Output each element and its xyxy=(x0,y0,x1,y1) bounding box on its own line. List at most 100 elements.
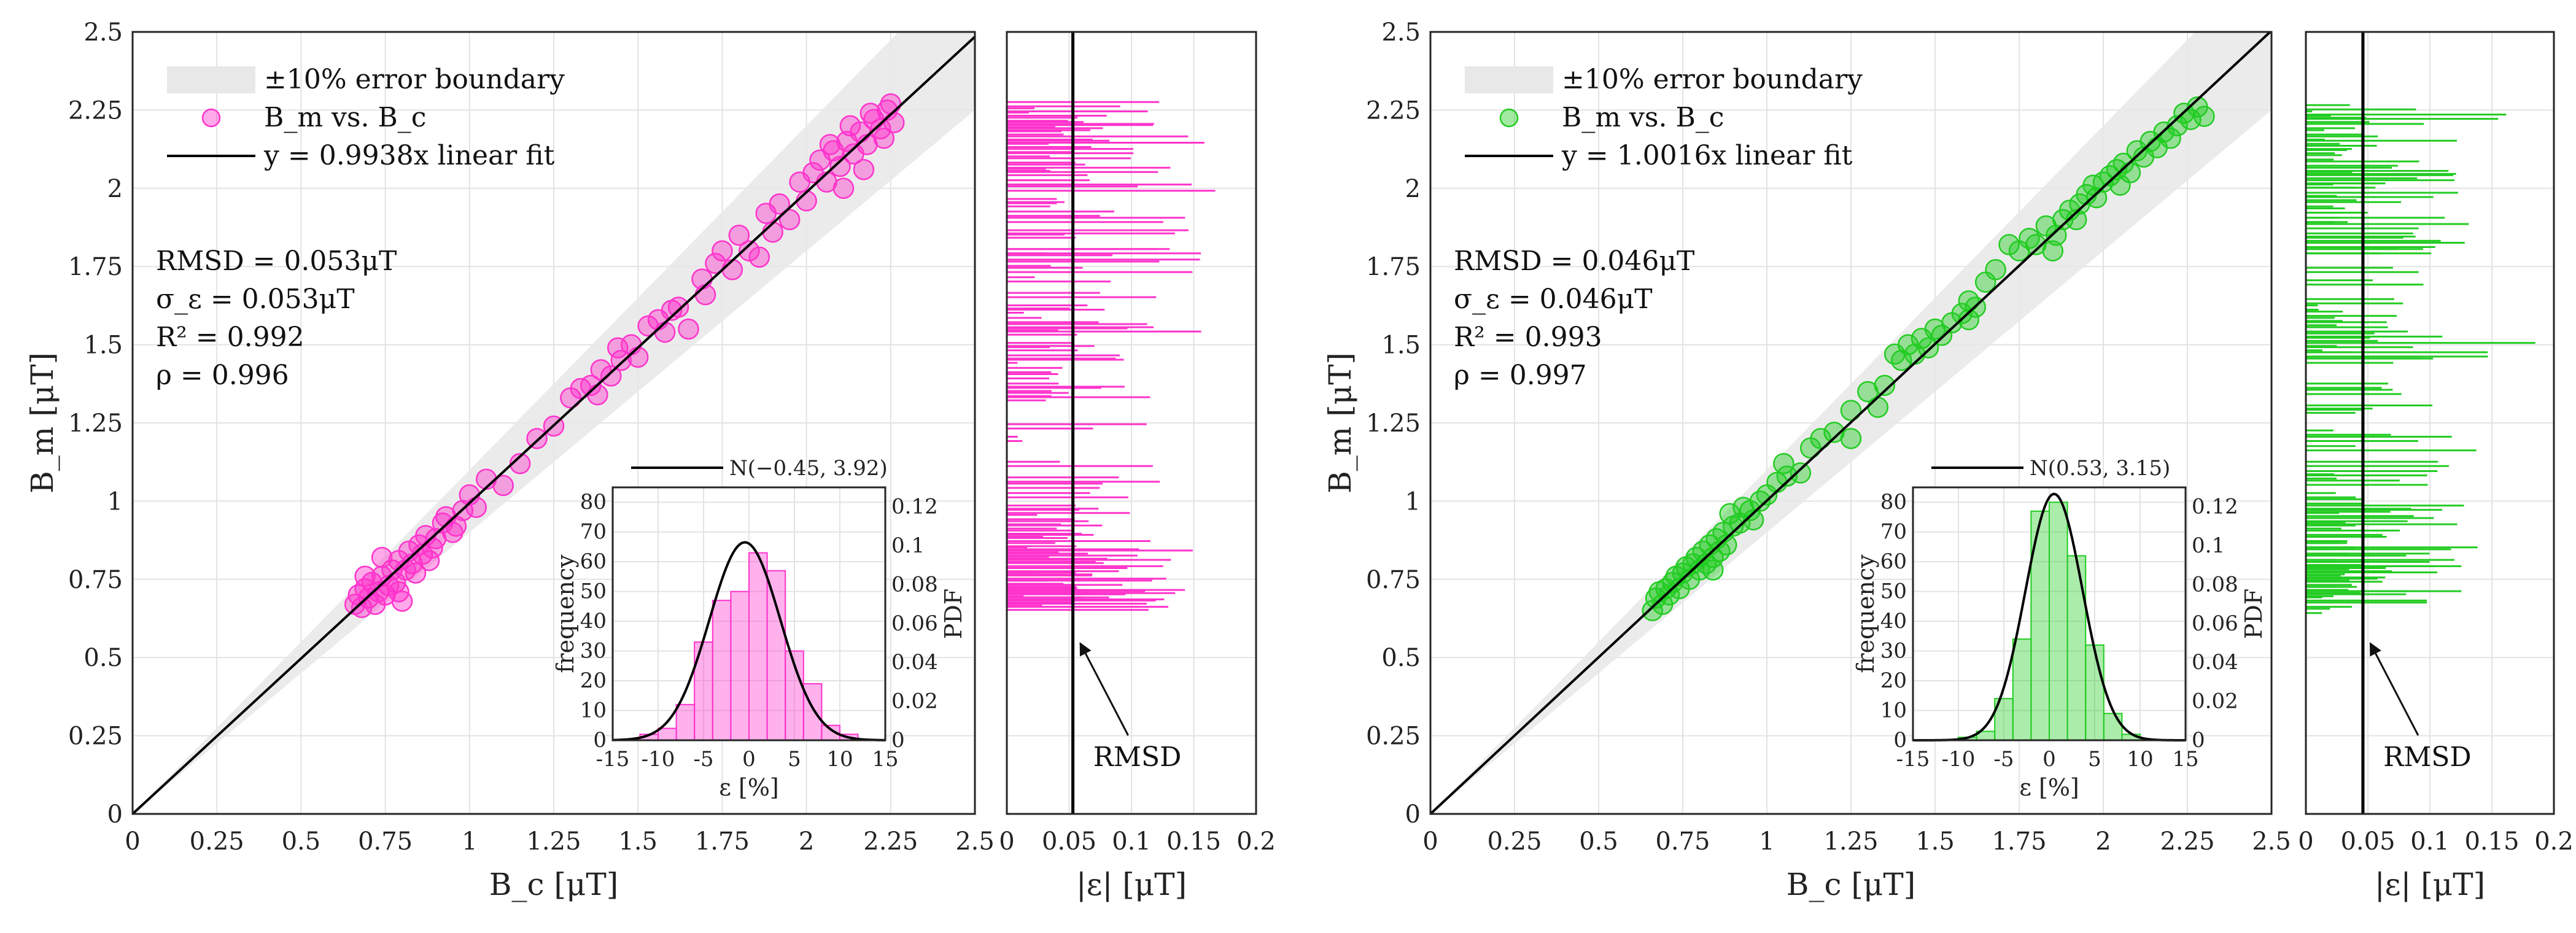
x-tick-label: 1 xyxy=(462,827,477,856)
inset-pdf-tick-label: 0.04 xyxy=(2192,650,2238,675)
inset-x-tick-label: -15 xyxy=(596,747,630,772)
data-point xyxy=(739,240,760,261)
data-point xyxy=(678,318,699,340)
data-point xyxy=(654,321,676,343)
data-point xyxy=(796,190,817,212)
data-point xyxy=(1773,452,1794,474)
histogram-bar xyxy=(2049,501,2068,741)
data-point xyxy=(1840,400,1862,421)
x-tick-label: 1.75 xyxy=(695,827,750,856)
main-axes-frame xyxy=(131,31,976,815)
histogram-bar xyxy=(802,683,823,741)
stat-text: R² = 0.992 xyxy=(156,322,305,353)
x-tick-label: 0.75 xyxy=(1655,827,1710,856)
x-tick-label: 2.25 xyxy=(863,827,918,856)
y-tick-label: 0.25 xyxy=(1366,722,1421,751)
data-point xyxy=(1790,462,1812,484)
inset-pdf-tick-label: 0.06 xyxy=(2192,611,2238,636)
x-tick-label: 0.5 xyxy=(1579,827,1618,856)
side-x-tick-label: 0.05 xyxy=(2340,827,2395,856)
data-point xyxy=(607,337,629,358)
data-point xyxy=(2160,128,2181,149)
stat-text: RMSD = 0.053μT xyxy=(156,246,397,277)
histogram-bar xyxy=(2085,644,2105,741)
stat-text: σ_ε = 0.046μT xyxy=(1454,284,1653,315)
y-tick-label: 1.75 xyxy=(1366,253,1421,281)
inset-x-tick-label: 5 xyxy=(788,747,801,772)
x-tick-label: 0 xyxy=(125,827,140,856)
histogram-bar xyxy=(2066,555,2087,741)
data-point xyxy=(526,428,548,449)
x-tick-label: 2 xyxy=(799,827,814,856)
data-point xyxy=(371,546,393,568)
inset-y-tick-label: 10 xyxy=(1880,699,1907,723)
data-point xyxy=(1732,497,1754,518)
data-point xyxy=(2109,174,2131,196)
data-point xyxy=(778,209,801,231)
data-point xyxy=(819,134,841,155)
inset-x-tick-label: 0 xyxy=(742,747,756,772)
inset-pdf-tick-label: 0.12 xyxy=(891,495,938,519)
data-point xyxy=(422,537,443,559)
y-tick-label: 1.5 xyxy=(83,331,123,360)
left-figure-panel: 0 0.25 0.5 0.75 1 1.25 1.5 1.75 2 2.25 2.500.250.5… xyxy=(25,18,1276,902)
legend-marker xyxy=(201,108,221,128)
x-axis-label: B_c [μT] xyxy=(1787,867,1916,902)
data-point xyxy=(418,549,440,571)
inset-y-tick-label: 80 xyxy=(580,490,607,514)
y-tick-label: 0.75 xyxy=(68,566,123,594)
data-point xyxy=(1884,343,1906,365)
inset-pdf-tick-label: 0.02 xyxy=(891,689,938,714)
data-point xyxy=(1917,337,1939,358)
side-x-tick-label: 0.1 xyxy=(1112,827,1151,856)
data-point xyxy=(2194,106,2215,127)
inset-pdf-tick-label: 0.08 xyxy=(2192,572,2238,597)
inset-y-tick-label: 30 xyxy=(1880,639,1907,664)
y-tick-label: 1.25 xyxy=(1366,409,1421,438)
side-x-tick-label: 0.1 xyxy=(2410,827,2450,856)
data-point xyxy=(590,359,612,381)
y-tick-label: 2.25 xyxy=(1366,96,1421,125)
inset-y-axis-label: frequency xyxy=(1852,554,1879,673)
data-point xyxy=(1867,397,1889,418)
data-point xyxy=(667,296,689,318)
side-x-tick-label: 0 xyxy=(999,827,1014,856)
x-tick-label: 1.25 xyxy=(1823,827,1878,856)
data-point xyxy=(1998,234,2020,255)
side-x-tick-label: 0.2 xyxy=(1236,827,1276,856)
stat-text: ρ = 0.997 xyxy=(1454,360,1587,391)
stat-text: R² = 0.993 xyxy=(1454,322,1602,353)
histogram-bar xyxy=(766,570,786,741)
histogram-bar xyxy=(675,703,696,741)
data-point xyxy=(762,221,783,243)
data-point xyxy=(712,240,733,261)
y-tick-label: 2.5 xyxy=(1381,18,1421,47)
linear-fit-line xyxy=(1429,31,2271,815)
data-point xyxy=(2046,224,2067,246)
inset-x-tick-label: 0 xyxy=(2043,747,2056,772)
data-point xyxy=(769,193,790,215)
data-point xyxy=(839,115,861,137)
y-tick-label: 2.25 xyxy=(68,96,123,125)
data-point xyxy=(600,365,622,387)
rmsd-arrow xyxy=(2369,642,2419,736)
data-point xyxy=(1810,428,1831,449)
x-tick-label: 2 xyxy=(2095,827,2111,856)
histogram-bar xyxy=(730,590,750,741)
inset-y-tick-label: 0 xyxy=(1893,728,1907,753)
normal-pdf-curve xyxy=(612,541,886,741)
inset-pdf-tick-label: 0 xyxy=(891,728,905,753)
legend-band-swatch xyxy=(1465,66,1553,93)
x-tick-label: 2.5 xyxy=(955,827,995,856)
inset-x-tick-label: -5 xyxy=(1993,747,2014,772)
inset-x-tick-label: -15 xyxy=(1896,747,1930,772)
inset-pdf-tick-label: 0.04 xyxy=(891,650,938,675)
legend-band-swatch xyxy=(167,66,255,93)
data-point xyxy=(2069,193,2090,215)
data-point xyxy=(465,497,487,518)
data-point xyxy=(1958,309,1980,331)
x-tick-label: 2.25 xyxy=(2160,827,2214,856)
inset-axes-frame xyxy=(1912,486,2187,741)
inset-y-tick-label: 70 xyxy=(1880,520,1907,544)
inset-x-tick-label: -5 xyxy=(693,747,713,772)
